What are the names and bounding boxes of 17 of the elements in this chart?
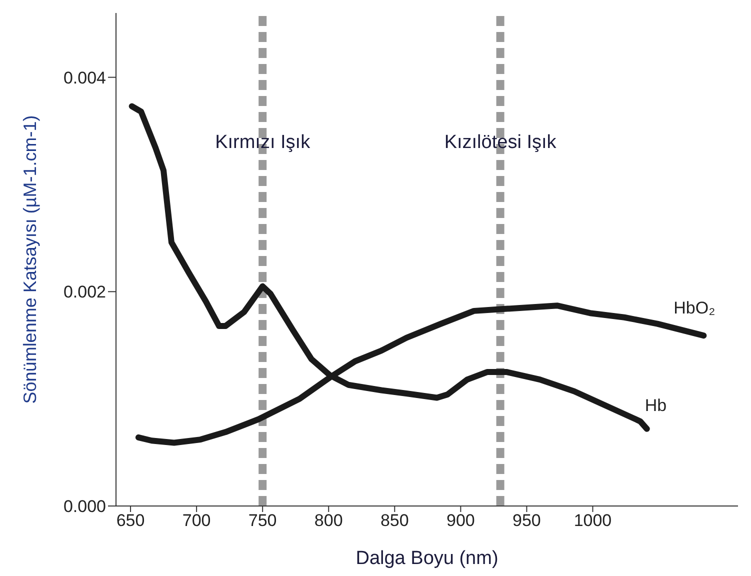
y-tick-label: 0.000	[63, 497, 106, 516]
x-tick-label: 950	[512, 511, 541, 530]
y-axis-title: Sönümlenme Katsayısı (µM-1.cm-1)	[20, 115, 40, 404]
y-tick-label: 0.004	[63, 68, 106, 88]
x-tick-label: 850	[380, 511, 409, 530]
x-tick-label: 1000	[574, 511, 612, 530]
x-tick-label: 700	[182, 511, 211, 530]
x-axis-title: Dalga Boyu (nm)	[356, 548, 498, 569]
ref-line-label: Kızılötesi Işık	[444, 132, 557, 153]
x-tick-label: 650	[116, 511, 145, 530]
y-tick-label: 0.002	[63, 282, 106, 302]
x-tick-label: 900	[446, 511, 475, 530]
ref-line-label: Kırmızı Işık	[215, 132, 311, 153]
series-label: Hb	[644, 396, 667, 415]
series-label: HbO₂	[674, 298, 716, 318]
x-tick-label: 800	[314, 511, 343, 530]
x-tick-label: 750	[248, 511, 277, 530]
